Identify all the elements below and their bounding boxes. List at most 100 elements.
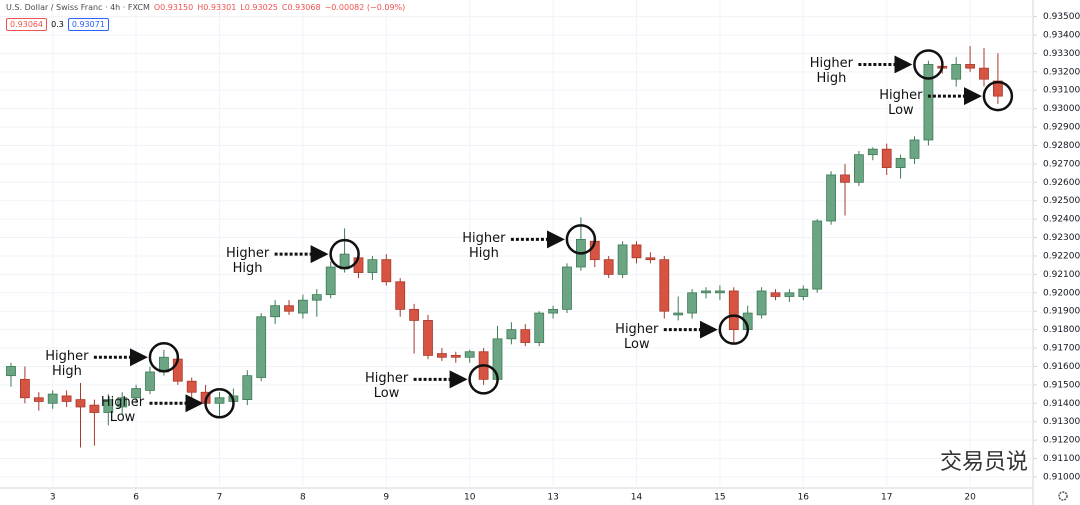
y-tick-label: 0.92100 <box>1043 270 1080 280</box>
y-tick-label: 0.91400 <box>1043 399 1080 409</box>
price-box: 0.3 <box>51 20 64 29</box>
y-tick-label: 0.93100 <box>1043 86 1080 96</box>
y-tick-label: 0.91500 <box>1043 380 1080 390</box>
y-tick-label: 0.93000 <box>1043 104 1080 114</box>
symbol-title: U.S. Dollar / Swiss Franc · 4h · FXCM <box>6 3 150 12</box>
candle-body <box>75 399 86 408</box>
ohlc-value: L0.93025 <box>240 3 278 12</box>
y-tick-label: 0.92400 <box>1043 215 1080 225</box>
x-tick-label: 8 <box>300 493 306 503</box>
y-tick-label: 0.91300 <box>1043 417 1080 427</box>
candle-body <box>798 288 809 297</box>
ohlc-value: O0.93150 <box>153 3 194 12</box>
candle-body <box>145 371 155 391</box>
candle-body <box>325 266 336 296</box>
y-tick-label: 0.91700 <box>1043 344 1080 354</box>
price-box: 0.93064 <box>6 18 48 31</box>
candle-body <box>131 388 142 399</box>
candle-body <box>812 220 823 290</box>
candle-body <box>117 397 128 408</box>
annotation-circle <box>468 364 499 395</box>
candle-body <box>242 375 253 401</box>
candle-body <box>784 292 795 297</box>
candle-body <box>395 281 406 310</box>
settings-icon <box>1058 491 1068 501</box>
ohlc-value: −0.00082 (−0.09%) <box>324 3 406 12</box>
candle-body <box>979 67 989 80</box>
candle-body <box>256 316 267 378</box>
candle-body <box>645 257 656 261</box>
y-tick-label: 0.91600 <box>1043 362 1080 372</box>
candle-body <box>631 244 642 259</box>
annotation-label: Higher Low <box>615 321 659 352</box>
y-tick-label: 0.92900 <box>1043 123 1080 133</box>
candle-body <box>881 148 892 168</box>
x-tick-label: 15 <box>714 493 725 503</box>
candle-body <box>270 305 281 318</box>
candle-body <box>867 148 878 156</box>
candle-body <box>840 174 850 183</box>
annotation-label: Higher High <box>45 349 89 380</box>
y-tick-label: 0.92200 <box>1043 251 1080 261</box>
candle-body <box>854 154 864 183</box>
price-boxes: 0.93064 0.3 0.93071 <box>6 18 109 31</box>
annotation-circle <box>204 388 235 419</box>
candle-body <box>103 399 114 413</box>
candle-body <box>450 355 461 358</box>
candle-body <box>6 366 16 377</box>
candle-body <box>381 259 392 283</box>
y-tick-label: 0.91000 <box>1043 472 1080 482</box>
annotation-circle <box>148 342 180 373</box>
x-tick-label: 3 <box>50 493 56 503</box>
y-tick-label: 0.91800 <box>1043 325 1080 335</box>
x-tick-label: 14 <box>631 493 643 503</box>
annotation-label: Higher Low <box>364 371 409 402</box>
candle-body <box>965 64 975 69</box>
candle-body <box>534 312 545 343</box>
y-tick-label: 0.92300 <box>1043 233 1080 243</box>
candle-body <box>756 290 767 316</box>
ohlc-value: H0.93301 <box>197 3 237 12</box>
candle-body <box>19 378 30 399</box>
candle-body <box>701 290 711 294</box>
candle-body <box>436 353 447 358</box>
y-tick-label: 0.92000 <box>1043 288 1080 298</box>
y-tick-label: 0.91100 <box>1043 454 1080 464</box>
candle-body <box>89 404 100 413</box>
candle-body <box>297 299 308 314</box>
x-tick-label: 17 <box>881 493 892 503</box>
candle-body <box>951 64 962 80</box>
annotation-label: Higher Low <box>879 88 923 119</box>
annotation-circle <box>718 314 750 345</box>
candle-body <box>562 266 572 310</box>
y-tick-label: 0.91900 <box>1043 307 1080 317</box>
x-tick-label: 20 <box>964 493 976 503</box>
x-tick-label: 7 <box>217 493 223 503</box>
candle-body <box>520 329 531 343</box>
candle-body <box>659 259 670 312</box>
y-tick-label: 0.93500 <box>1043 12 1080 22</box>
y-tick-label: 0.93300 <box>1043 49 1080 59</box>
y-tick-label: 0.92700 <box>1043 159 1080 169</box>
candle-body <box>33 397 44 402</box>
candle-body <box>367 259 378 273</box>
candle-body <box>186 380 197 393</box>
y-tick-label: 0.91200 <box>1043 436 1080 446</box>
candle-body <box>826 174 836 222</box>
candle-body <box>61 395 72 402</box>
watermark: 交易员说 <box>940 450 1029 475</box>
candle-body <box>548 308 558 314</box>
annotation-label: Higher High <box>462 231 506 262</box>
candle-body <box>673 312 684 316</box>
annotation-label: Higher High <box>809 56 853 87</box>
annotation-circle <box>565 224 597 255</box>
candle-body <box>464 351 475 358</box>
candle-body <box>715 290 725 294</box>
candle-body <box>770 292 781 297</box>
y-tick-label: 0.92500 <box>1043 196 1080 206</box>
candle-body <box>895 157 906 168</box>
x-tick-label: 9 <box>383 493 389 503</box>
candle-body <box>923 64 934 141</box>
